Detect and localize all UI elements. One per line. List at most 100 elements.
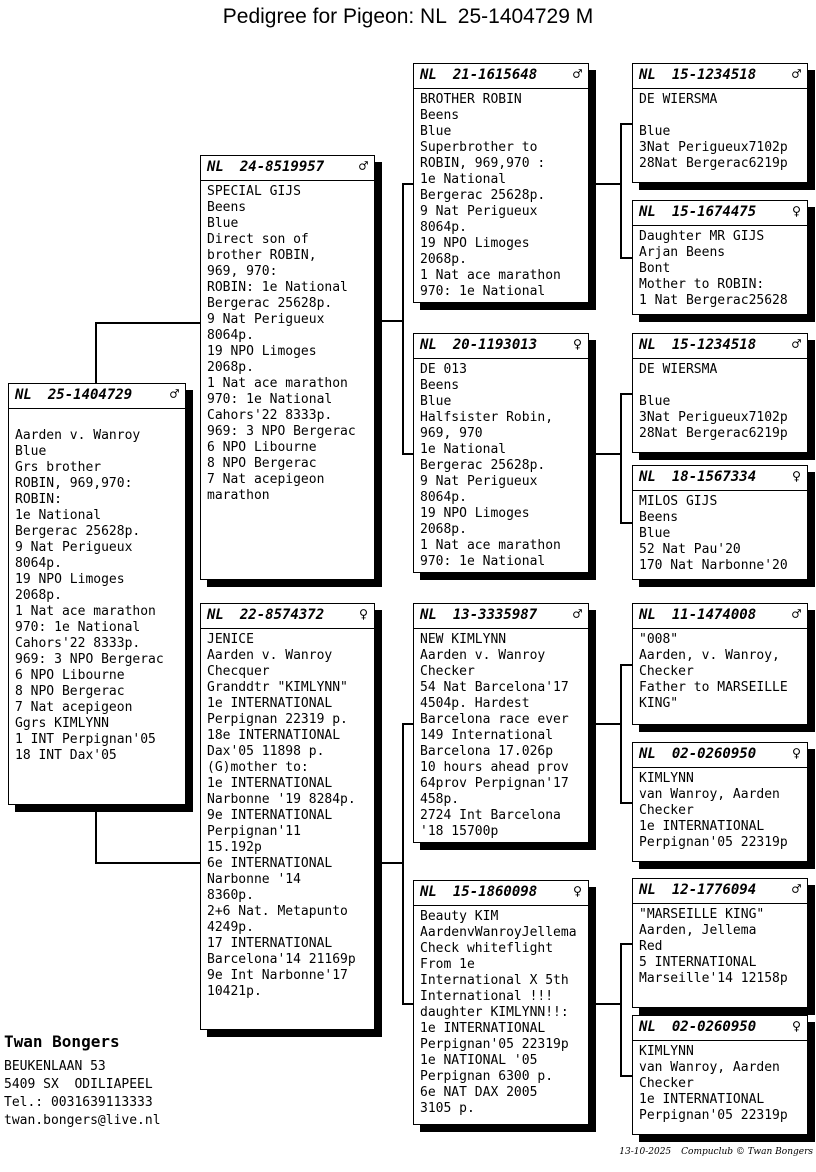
male-icon: ♂ [791, 65, 801, 83]
pedigree-text-line: 6e INTERNATIONAL [207, 856, 333, 871]
pedigree-text-line: 9e INTERNATIONAL [207, 808, 333, 823]
pedigree-box-great-grandmother-1: NL 15-1674475 ♀ Daughter MR GIJS Arjan Be… [632, 200, 808, 315]
pedigree-text-line: 28Nat Bergerac6219p [639, 426, 788, 441]
connector-line [620, 943, 632, 945]
pedigree-text-line: 969, 970: [207, 264, 278, 279]
connector-line [402, 723, 414, 725]
pedigree-box-paternal-grandmother: NL 20-1193013 ♀ DE 013 Beens Blue Halfsiste… [413, 333, 589, 573]
pedigree-box-great-grandfather-3: NL 11-1474008 ♂ "008" Aarden, v. Wanroy, C… [632, 603, 808, 725]
pedigree-text-line: 5 INTERNATIONAL [639, 955, 757, 970]
pedigree-text-line: 8064p. [15, 556, 62, 571]
pedigree-text-line: 9e Int Narbonne'17 [207, 968, 348, 983]
owner-phone: Tel.: 0031639113333 [4, 1095, 153, 1110]
pedigree-text-line: BROTHER ROBIN [420, 92, 522, 107]
pedigree-text-line: 2724 Int Barcelona [420, 808, 561, 823]
box-header: NL 02-0260950 ♀ [633, 745, 807, 768]
owner-address-line2: 5409 SX ODILIAPEEL [4, 1077, 153, 1092]
pedigree-text-line: 8064p. [420, 490, 467, 505]
pedigree-text-line: 28Nat Bergerac6219p [639, 156, 788, 171]
pedigree-text: Aarden v. Wanroy Blue Grs brother ROBIN, 96… [15, 409, 179, 764]
pedigree-text-line: 19 NPO Limoges [420, 236, 530, 251]
pedigree-text-line: Checquer [207, 664, 270, 679]
pedigree-text-line: daughter KIMLYNN!!: [420, 1005, 569, 1020]
pedigree-box-great-grandmother-3: NL 02-0260950 ♀ KIMLYNN van Wanroy, Aarde… [632, 742, 808, 862]
pedigree-text-line: 4504p. Hardest [420, 696, 530, 711]
pedigree-text-line: 2068p. [207, 360, 254, 375]
pedigree-text-line: 17 INTERNATIONAL [207, 936, 333, 951]
pedigree-text-line: Aarden, Jellema [639, 923, 757, 938]
pedigree-text-line: Dax'05 11898 p. [207, 744, 325, 759]
pedigree-text-line: Perpignan 22319 p. [207, 712, 348, 727]
connector-line [620, 393, 632, 395]
pedigree-text-line: Aarden v. Wanroy [15, 428, 141, 443]
pedigree-text-line: brother ROBIN, [207, 248, 317, 263]
pedigree-text-line: Checker [639, 664, 694, 679]
footer-credit: Compuclub © Twan Bongers [681, 1147, 813, 1157]
connector-line [95, 322, 97, 385]
band-country: NL [15, 387, 32, 403]
pedigree-text: "MARSEILLE KING" Aarden, Jellema Red 5 INTE… [639, 904, 801, 987]
connector-line [620, 257, 632, 259]
pedigree-box-mother: NL 22-8574372 ♀ JENICE Aarden v. Wanroy Ch… [200, 603, 375, 1030]
pedigree-text-line: '18 15700p [420, 824, 499, 839]
pedigree-text-line: SPECIAL GIJS [207, 184, 301, 199]
pedigree-text-line: DE 013 [420, 362, 467, 377]
owner-address-line1: BEUKENLAAN 53 [4, 1059, 106, 1074]
pedigree-text-line: 6 NPO Libourne [15, 668, 125, 683]
pedigree-text-line: Checker [420, 664, 475, 679]
connector-line [402, 183, 404, 455]
pedigree-text-line: Bergerac 25628p. [15, 524, 141, 539]
connector-line [620, 1075, 632, 1077]
pedigree-text-line: Narbonne '19 8284p. [207, 792, 356, 807]
band-number: 02-0260950 [671, 746, 757, 762]
male-icon: ♂ [169, 385, 179, 403]
footer: 13-10-2025 Compuclub © Twan Bongers [598, 1137, 813, 1167]
band-number: 18-1567334 [671, 469, 757, 485]
pedigree-text-line: Beens [420, 378, 460, 393]
pedigree-box-great-grandmother-4: NL 02-0260950 ♀ KIMLYNN van Wanroy, Aarde… [632, 1015, 808, 1135]
pedigree-text-line: Bergerac 25628p. [207, 296, 333, 311]
pedigree-text-line: Blue [420, 394, 452, 409]
pedigree-text-line: 3Nat Perigueux7102p [639, 410, 788, 425]
pedigree-text-line: 54 Nat Barcelona'17 [420, 680, 569, 695]
pedigree-text-line: "MARSEILLE KING" [639, 907, 765, 922]
pedigree-text: JENICE Aarden v. Wanroy Checquer Granddtr "… [207, 629, 368, 1000]
connector-line [589, 453, 620, 455]
band-country: NL [420, 884, 437, 900]
band-number: 20-1193013 [452, 337, 538, 353]
pedigree-text-line: 7 Nat acepigeon [207, 472, 325, 487]
connector-line [620, 123, 622, 259]
pedigree-text-line: 6 NPO Libourne [207, 440, 317, 455]
connector-line [620, 664, 622, 804]
pedigree-text-line: Blue [639, 124, 671, 139]
pedigree-text-line: 149 International [420, 728, 554, 743]
pedigree-text-line: 15.192p [207, 840, 262, 855]
pedigree-text-line: 1e INTERNATIONAL [207, 696, 333, 711]
band-number: 22-8574372 [239, 607, 325, 623]
owner-info: Twan Bongers BEUKENLAAN 53 5409 SX ODILI… [4, 1032, 161, 1130]
pedigree-text-line: Perpignan 6300 p. [420, 1069, 554, 1084]
band-country: NL [639, 204, 656, 220]
pedigree-text-line: Narbonne '14 [207, 872, 301, 887]
band-country: NL [639, 469, 656, 485]
band-country: NL [639, 746, 656, 762]
pedigree-text-line: Blue [207, 216, 239, 231]
pedigree-text-line: 970: 1e National [420, 284, 546, 299]
pedigree-text-line: Bergerac 25628p. [420, 458, 546, 473]
pedigree-text-line: 969, 970 [420, 426, 483, 441]
pedigree-text: Beauty KIM AardenvWanroyJellema Check whit… [420, 906, 582, 1117]
pedigree-text: KIMLYNN van Wanroy, Aarden Checker 1e INTER… [639, 1041, 801, 1124]
pedigree-text-line: International !!! [420, 989, 554, 1004]
pedigree-text: "008" Aarden, v. Wanroy, Checker Father to … [639, 629, 801, 712]
connector-line [402, 453, 414, 455]
female-icon: ♀ [572, 882, 582, 900]
connector-line [620, 123, 632, 125]
pedigree-text-line: 2+6 Nat. Metapunto [207, 904, 348, 919]
connector-line [620, 393, 622, 524]
pedigree-box-great-grandmother-2: NL 18-1567334 ♀ MILOS GIJS Beens Blue 52 Na… [632, 465, 808, 580]
pedigree-text: DE WIERSMA Blue 3Nat Perigueux7102p 28Nat … [639, 89, 801, 172]
band-country: NL [639, 337, 656, 353]
connector-line [620, 522, 632, 524]
pedigree-text: NEW KIMLYNN Aarden v. Wanroy Checker 54 Nat… [420, 629, 582, 840]
band-number: 15-1234518 [671, 67, 757, 83]
